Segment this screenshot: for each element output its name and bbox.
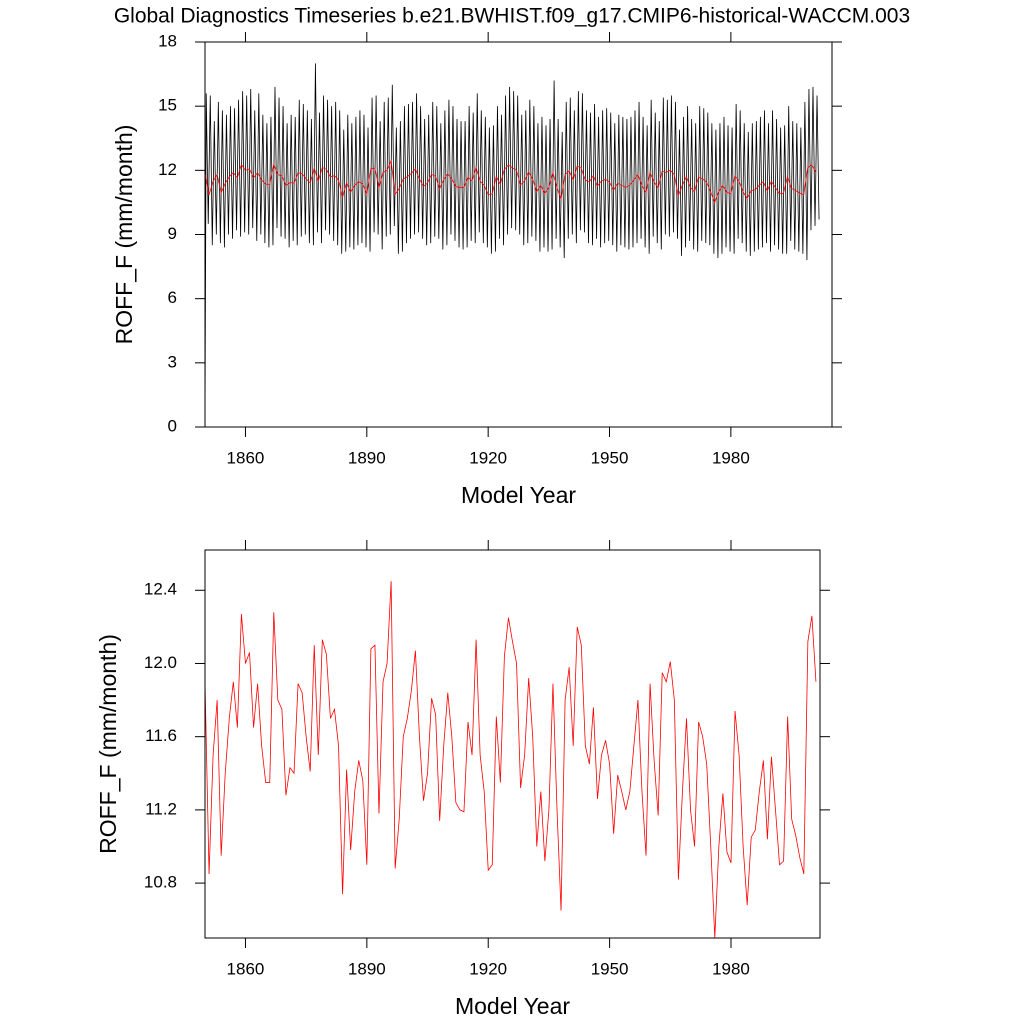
x-tick-label: 1950 — [591, 959, 629, 978]
x-tick-label: 1860 — [227, 959, 265, 978]
chart-title: Global Diagnostics Timeseries b.e21.BWHI… — [114, 5, 910, 28]
x-tick-label: 1890 — [348, 959, 386, 978]
x-axis-label: Model Year — [461, 482, 576, 508]
y-tick-label: 0 — [168, 416, 177, 435]
y-tick-label: 11.6 — [145, 726, 177, 745]
x-tick-label: 1950 — [591, 448, 629, 467]
plot-frame — [204, 549, 821, 939]
y-axis-label: ROFF_F (mm/month) — [95, 634, 121, 854]
x-tick-label: 1920 — [469, 448, 507, 467]
x-tick-label: 1890 — [348, 448, 386, 467]
data-line — [204, 581, 817, 939]
x-tick-label: 1980 — [712, 959, 750, 978]
x-tick-label: 1860 — [227, 448, 265, 467]
y-tick-label: 12.0 — [144, 653, 177, 672]
y-tick-label: 9 — [168, 224, 177, 243]
x-tick-label: 1920 — [469, 959, 507, 978]
data-line — [204, 63, 820, 423]
y-tick-label: 12.4 — [144, 580, 177, 599]
data-line — [204, 159, 817, 204]
y-tick-label: 15 — [158, 96, 177, 115]
x-tick-label: 1980 — [712, 448, 750, 467]
y-axis-label: ROFF_F (mm/month) — [111, 125, 137, 345]
y-tick-label: 6 — [168, 288, 177, 307]
y-tick-label: 3 — [168, 352, 177, 371]
y-tick-label: 10.8 — [144, 873, 177, 892]
y-tick-label: 12 — [158, 160, 177, 179]
y-tick-label: 18 — [158, 31, 177, 50]
x-axis-label: Model Year — [455, 993, 570, 1019]
y-tick-label: 11.2 — [145, 799, 177, 818]
